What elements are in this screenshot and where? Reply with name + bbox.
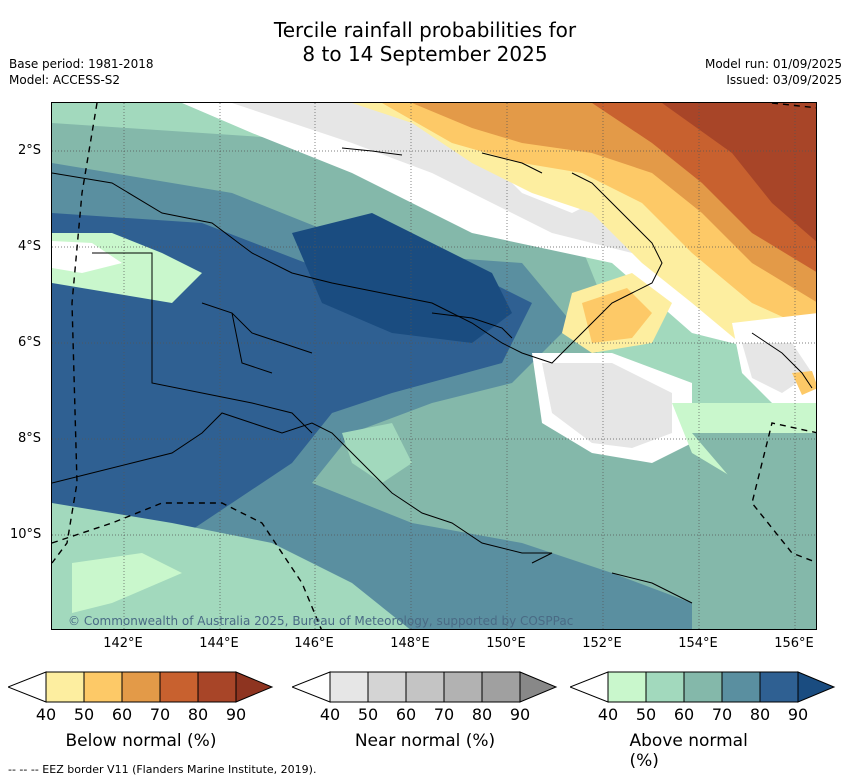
eez-border [52, 103, 816, 629]
lat-label-6s: 6°S [18, 335, 42, 350]
colorbar-segment [8, 671, 47, 703]
below-tick: 60 [111, 705, 133, 724]
colorbar-segment [683, 671, 723, 703]
colorbar-segment [121, 671, 161, 703]
colorbar-segment [197, 671, 237, 703]
far-east-orange-spot [792, 371, 816, 395]
central-light-patch [342, 423, 412, 483]
above-normal-label: Above normal (%) [629, 731, 748, 771]
below-tick: 50 [73, 705, 95, 724]
below-90-region [662, 103, 816, 242]
colorbar-segment [645, 671, 685, 703]
lon-label-144e: 144°E [199, 636, 239, 651]
near-tick: 70 [433, 705, 455, 724]
colorbar-below [8, 671, 274, 703]
south-light-region [52, 503, 410, 629]
near-tick: 60 [395, 705, 417, 724]
lat-label-10s: 10°S [10, 527, 42, 542]
above-tick: 70 [711, 705, 733, 724]
below-tick: 40 [35, 705, 57, 724]
lon-label-156e: 156°E [774, 636, 814, 651]
above-tick: 80 [749, 705, 771, 724]
colorbar-segment [570, 671, 609, 703]
south-pale-patch [72, 553, 182, 613]
lon-label-154e: 154°E [678, 636, 718, 651]
model-name: Model: ACCESS-S2 [9, 73, 121, 87]
colorbar-segment [159, 671, 199, 703]
near-tick: 40 [319, 705, 341, 724]
lon-label-150e: 150°E [486, 636, 526, 651]
colorbar-segment [45, 671, 85, 703]
near-tick: 80 [471, 705, 493, 724]
above-tick: 50 [635, 705, 657, 724]
colorbar-segment [405, 671, 445, 703]
colorbar-above [570, 671, 836, 703]
near-tick: 90 [509, 705, 531, 724]
issued-date: Issued: 03/09/2025 [726, 73, 842, 87]
below-tick: 80 [187, 705, 209, 724]
graticule [52, 103, 816, 629]
near-normal-label: Near normal (%) [354, 731, 496, 751]
below-tick: 70 [149, 705, 171, 724]
colorbar-segment [292, 671, 331, 703]
base-period: Base period: 1981-2018 [9, 57, 154, 71]
colorbar-segment [759, 671, 799, 703]
colorbar-segment [519, 671, 558, 703]
eez-footnote: -- -- -- EEZ border V11 (Flanders Marine… [8, 763, 317, 776]
lat-label-4s: 4°S [18, 239, 42, 254]
lat-label-2s: 2°S [18, 143, 42, 158]
east-orange-patch [582, 288, 652, 343]
colorbar-segment [721, 671, 761, 703]
chart-title: Tercile rainfall probabilities for 8 to … [0, 18, 850, 66]
east-grey-zone [542, 363, 672, 448]
rainfall-map [52, 103, 816, 629]
map-panel [51, 102, 817, 630]
below-tick: 90 [225, 705, 247, 724]
colorbar-segment [83, 671, 123, 703]
coastline [52, 147, 813, 604]
title-line-1: Tercile rainfall probabilities for [273, 18, 577, 42]
lon-label-146e: 146°E [294, 636, 334, 651]
lon-label-142e: 142°E [103, 636, 143, 651]
above-tick: 90 [787, 705, 809, 724]
colorbar-segment [797, 671, 836, 703]
far-east-grey [742, 343, 812, 393]
model-run: Model run: 01/09/2025 [704, 57, 842, 71]
lon-label-148e: 148°E [390, 636, 430, 651]
east-mid-band [692, 433, 816, 523]
lon-label-152e: 152°E [582, 636, 622, 651]
colorbar-segment [235, 671, 274, 703]
near-tick: 50 [357, 705, 379, 724]
title-line-2: 8 to 14 September 2025 [302, 42, 548, 66]
colorbar-segment [329, 671, 369, 703]
colorbar-segment [607, 671, 647, 703]
above-tick: 60 [673, 705, 695, 724]
copyright-notice: © Commonwealth of Australia 2025, Bureau… [68, 614, 574, 628]
above-max-region [292, 213, 512, 343]
below-normal-label: Below normal (%) [65, 731, 217, 751]
meta-left: Base period: 1981-2018 Model: ACCESS-S2 [9, 56, 154, 88]
province-borders [92, 252, 313, 434]
meta-right: Model run: 01/09/2025 Issued: 03/09/2025 [705, 56, 842, 88]
west-white-patch [52, 241, 122, 273]
colorbar-near [292, 671, 558, 703]
lat-label-8s: 8°S [18, 431, 42, 446]
north-near-normal [232, 103, 672, 253]
above-tick: 40 [597, 705, 619, 724]
colorbar-segment [481, 671, 521, 703]
colorbar-segment [367, 671, 407, 703]
colorbar-segment [443, 671, 483, 703]
